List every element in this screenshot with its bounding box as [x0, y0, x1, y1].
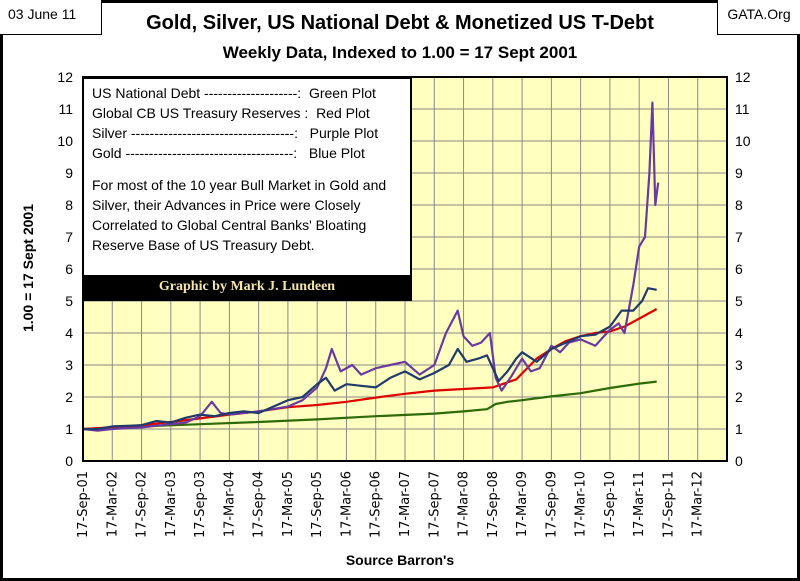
y-tick-label-left: 10 — [57, 133, 73, 149]
y-tick-label-left: 9 — [65, 165, 73, 181]
series-line-gold — [83, 287, 657, 431]
x-tick-label: 17-Mar-02 — [105, 471, 120, 537]
y-tick-label-left: 4 — [65, 325, 73, 341]
x-tick-label: 17-Mar-06 — [339, 471, 354, 537]
legend-line-reserves: Global CB US Treasury Reserves : Red Plo… — [92, 105, 370, 121]
x-tick-label: 17-Mar-07 — [398, 471, 413, 537]
chart-title: Gold, Silver, US National Debt & Monetiz… — [146, 12, 654, 34]
chart-subtitle: Weekly Data, Indexed to 1.00 = 17 Sept 2… — [222, 43, 578, 62]
y-tick-label-right: 2 — [735, 389, 743, 405]
y-tick-label-left: 12 — [57, 69, 73, 85]
y-tick-label-right: 0 — [735, 453, 743, 469]
x-axis-label: Source Barron's — [345, 552, 455, 568]
y-tick-label-right: 11 — [735, 101, 750, 117]
y-tick-label-left: 5 — [65, 293, 73, 309]
legend-box: US National Debt --------------------: G… — [82, 77, 412, 301]
y-tick-label-left: 2 — [65, 389, 73, 405]
series-line-us-national-debt — [82, 380, 657, 431]
y-tick-label-left: 11 — [58, 101, 73, 117]
legend-line-silver: Silver ---------------------------------… — [92, 125, 379, 141]
x-tick-label: 17-Sep-05 — [310, 471, 325, 538]
x-tick-label: 17-Sep-06 — [369, 471, 384, 538]
legend-line-debt: US National Debt --------------------: G… — [92, 85, 376, 101]
y-tick-label-left: 6 — [65, 261, 73, 277]
x-tick-label: 17-Sep-07 — [427, 471, 442, 538]
x-tick-label: 17-Sep-01 — [76, 471, 91, 538]
source-site-label: GATA.Org — [717, 0, 800, 35]
series-line-global-cb-us-treasury-reserves — [82, 308, 658, 431]
x-tick-label: 17-Sep-10 — [603, 471, 618, 538]
y-tick-label-right: 5 — [735, 293, 743, 309]
y-tick-label-right: 8 — [735, 197, 743, 213]
x-tick-label: 17-Mar-10 — [574, 471, 589, 537]
x-tick-label: 17-Mar-12 — [691, 471, 706, 537]
legend-line-gold: Gold -----------------------------------… — [92, 145, 365, 161]
y-tick-label-right: 3 — [735, 357, 743, 373]
y-tick-label-right: 7 — [735, 229, 743, 245]
y-tick-label-left: 0 — [65, 453, 73, 469]
credit-bar: Graphic by Mark J. Lundeen — [84, 275, 410, 299]
x-tick-label: 17-Mar-04 — [222, 471, 237, 537]
x-tick-label: 17-Sep-04 — [252, 471, 267, 538]
y-tick-label-left: 3 — [65, 357, 73, 373]
x-tick-label: 17-Sep-11 — [661, 471, 676, 538]
y-tick-label-left: 1 — [65, 421, 73, 437]
y-tick-label-right: 12 — [735, 69, 751, 85]
y-tick-label-right: 1 — [735, 421, 743, 437]
x-tick-label: 17-Mar-11 — [632, 471, 647, 537]
y-tick-label-right: 6 — [735, 261, 743, 277]
date-label: 03 June 11 — [0, 0, 102, 35]
x-tick-label: 17-Mar-05 — [281, 471, 296, 537]
y-tick-label-right: 4 — [735, 325, 743, 341]
y-tick-label-left: 8 — [65, 197, 73, 213]
y-tick-label-right: 10 — [735, 133, 751, 149]
y-axis-label: 1.00 = 17 Sept 2001 — [20, 203, 36, 333]
x-tick-label: 17-Sep-09 — [544, 471, 559, 538]
x-tick-label: 17-Sep-03 — [193, 471, 208, 538]
legend-note: For most of the 10 year Bull Market in G… — [92, 177, 387, 253]
y-tick-label-left: 7 — [65, 229, 73, 245]
x-tick-label: 17-Sep-02 — [135, 471, 150, 538]
y-tick-label-right: 9 — [735, 165, 743, 181]
x-tick-label: 17-Mar-08 — [457, 471, 472, 537]
x-tick-label: 17-Mar-09 — [515, 471, 530, 537]
x-tick-label: 17-Mar-03 — [164, 471, 179, 537]
x-tick-label: 17-Sep-08 — [486, 471, 501, 538]
